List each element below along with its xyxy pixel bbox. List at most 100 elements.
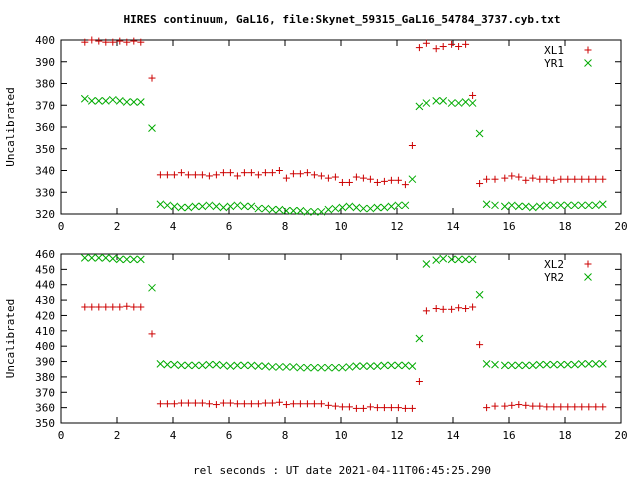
data-point: [432, 97, 441, 105]
data-point: [549, 201, 558, 210]
data-point: [432, 45, 440, 53]
data-point: [455, 304, 463, 312]
data-point: [528, 361, 537, 370]
marker-stroke: [247, 202, 256, 211]
data-point: [233, 400, 241, 408]
data-point: [564, 175, 572, 183]
data-point: [163, 360, 172, 369]
data-point: [556, 360, 565, 369]
marker-stroke: [331, 204, 340, 213]
data-point: [130, 37, 138, 45]
marker-stroke: [108, 95, 117, 104]
marker-stroke: [359, 204, 368, 213]
marker-stroke: [282, 206, 291, 215]
marker-stroke: [148, 283, 156, 292]
data-point: [542, 360, 551, 369]
marker-stroke: [408, 362, 417, 371]
data-point: [289, 400, 297, 408]
data-point: [261, 362, 270, 371]
data-point: [448, 305, 456, 313]
data-point: [578, 175, 586, 183]
data-point: [366, 403, 374, 411]
marker-stroke: [401, 201, 410, 210]
marker-stroke: [500, 202, 509, 211]
data-point: [254, 204, 263, 213]
marker-stroke: [268, 363, 277, 371]
data-point: [468, 255, 477, 264]
y-tick-label: 390: [35, 356, 55, 369]
legend-label: YR1: [544, 57, 564, 70]
marker-stroke: [191, 361, 200, 370]
marker-stroke: [556, 201, 565, 210]
data-point: [387, 361, 396, 370]
data-point: [366, 362, 375, 371]
data-point: [123, 302, 131, 310]
marker-stroke: [482, 200, 491, 209]
marker-stroke: [528, 203, 537, 212]
data-point: [296, 206, 305, 215]
marker-stroke: [254, 362, 263, 371]
data-point: [289, 170, 297, 178]
data-point: [373, 404, 381, 412]
legend-label: XL1: [544, 44, 564, 57]
data-point: [240, 400, 248, 408]
marker-stroke: [570, 360, 579, 369]
data-point: [557, 403, 565, 411]
data-point: [591, 359, 600, 368]
data-point: [415, 102, 424, 111]
data-point: [500, 361, 509, 370]
data-point: [95, 37, 103, 45]
data-point: [543, 175, 551, 183]
marker-stroke: [535, 360, 544, 369]
x-tick-label: 6: [226, 429, 233, 442]
data-point: [432, 305, 440, 313]
data-point: [373, 362, 382, 371]
data-point: [439, 97, 448, 105]
marker-stroke: [87, 97, 96, 105]
y-tick-label: 370: [35, 99, 55, 112]
data-point: [578, 403, 586, 411]
data-point: [577, 359, 586, 368]
data-point: [401, 404, 409, 412]
marker-stroke: [366, 204, 375, 213]
marker-stroke: [122, 98, 131, 106]
marker-stroke: [491, 360, 499, 369]
marker-stroke: [584, 359, 593, 368]
data-point: [408, 175, 417, 184]
data-point: [599, 175, 607, 183]
data-point: [81, 303, 89, 311]
data-point: [394, 404, 402, 412]
data-point: [550, 403, 558, 411]
data-point: [491, 402, 499, 410]
data-point: [205, 400, 213, 408]
data-point: [317, 363, 326, 372]
x-tick-label: 10: [334, 220, 347, 233]
marker-stroke: [136, 255, 145, 264]
data-point: [447, 99, 456, 107]
data-point: [563, 360, 572, 369]
marker-stroke: [275, 205, 284, 214]
data-point: [212, 171, 220, 179]
data-point: [535, 360, 544, 369]
data-point: [324, 205, 333, 214]
data-point: [219, 169, 227, 177]
data-point: [324, 363, 333, 372]
x-tick-label: 4: [170, 429, 177, 442]
marker-stroke: [475, 129, 484, 138]
data-point: [219, 361, 228, 370]
legend-marker: [584, 59, 592, 67]
marker-stroke: [198, 202, 207, 211]
marker-stroke: [136, 98, 145, 106]
data-point: [296, 170, 304, 178]
marker-stroke: [101, 253, 110, 262]
marker-stroke: [317, 207, 326, 216]
data-point: [240, 202, 249, 211]
marker-stroke: [563, 201, 572, 210]
data-point: [422, 99, 431, 107]
y-tick-label: 360: [35, 402, 55, 415]
data-point: [461, 98, 470, 106]
data-point: [455, 43, 463, 51]
marker-stroke: [303, 207, 312, 216]
marker-stroke: [129, 98, 138, 106]
data-point: [401, 361, 410, 370]
